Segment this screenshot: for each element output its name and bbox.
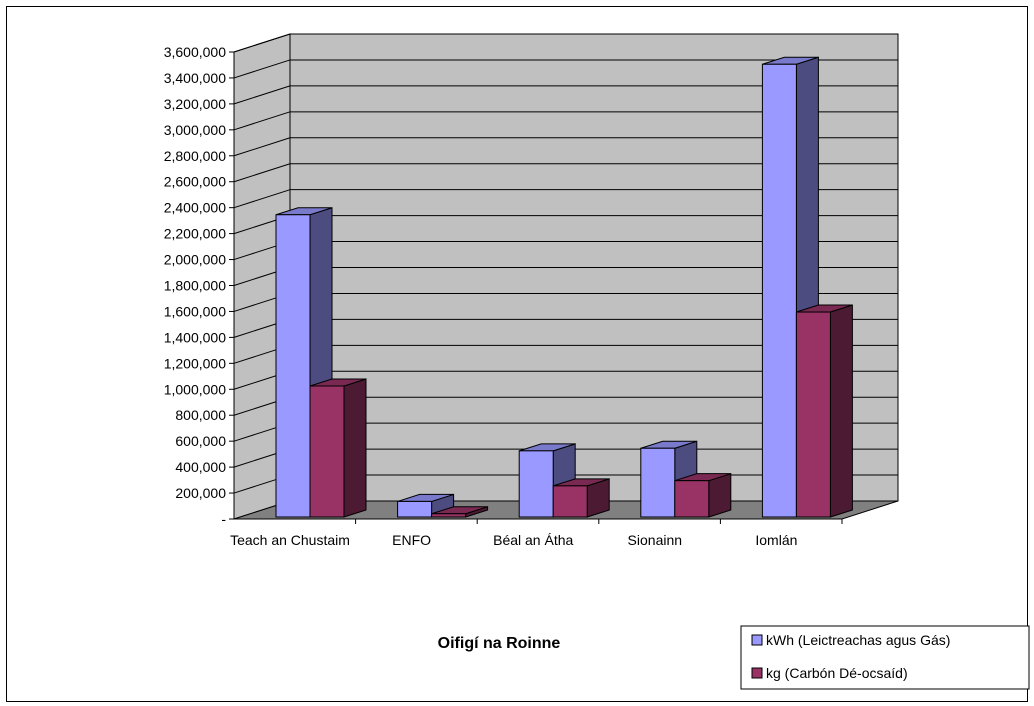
y-tick-label: 2,600,000 (164, 174, 226, 190)
y-tick-label: 2,800,000 (164, 148, 226, 164)
y-tick-label: 3,200,000 (164, 96, 226, 112)
bar-kg-1 (431, 506, 489, 518)
bar-front (795, 311, 831, 518)
bar-front (275, 214, 311, 518)
y-tick-label: 1,800,000 (164, 278, 226, 294)
x-category-label: Iomlán (755, 532, 797, 548)
bar-front (761, 63, 797, 518)
gridline (233, 85, 291, 105)
bar-kwh-1 (397, 493, 455, 518)
gridline (233, 137, 291, 157)
y-tick-label: 3,000,000 (164, 122, 226, 138)
y-tick-label: 3,400,000 (164, 70, 226, 86)
legend-box (740, 625, 1030, 690)
bar-front (397, 500, 433, 518)
x-category-label: Béal an Átha (493, 532, 573, 548)
bar-side (829, 304, 853, 518)
gridline (233, 59, 291, 79)
y-tick-label: 2,000,000 (164, 252, 226, 268)
y-tick-label: 1,000,000 (164, 381, 226, 397)
x-axis-categories: Teach an Chustaim ENFO Béal an Átha Sionain… (230, 519, 843, 548)
y-tick-label: 200,000 (175, 485, 226, 501)
y-tick-label: 600,000 (175, 433, 226, 449)
y-tick-label: 2,400,000 (164, 200, 226, 216)
x-category-label: ENFO (392, 532, 431, 548)
bar-front (431, 513, 467, 518)
y-tick-label: 1,600,000 (164, 303, 226, 319)
bar-front (674, 480, 710, 518)
legend-swatch-kg (751, 667, 763, 679)
y-tick-label: 1,200,000 (164, 355, 226, 371)
y-tick-label: 400,000 (175, 459, 226, 475)
bars (275, 56, 853, 518)
legend: kWh (Leictreachas agus Gás) kg (Carbón D… (740, 625, 1030, 690)
bar-front (309, 385, 345, 518)
bar-side (343, 378, 367, 518)
gridline (233, 33, 291, 53)
legend-label-kg: kg (Carbón Dé-ocsaíd) (766, 665, 908, 681)
bar-kg-0 (309, 378, 367, 518)
y-tick-label: 2,200,000 (164, 226, 226, 242)
legend-swatch-kwh (751, 634, 763, 646)
legend-label-kwh: kWh (Leictreachas agus Gás) (766, 632, 950, 648)
bar-side (708, 472, 732, 518)
gridline (233, 111, 291, 131)
x-category-label: Teach an Chustaim (230, 532, 350, 548)
bar-kg-4 (795, 304, 853, 518)
bar-kg-3 (674, 472, 732, 518)
y-tick-label: 800,000 (175, 407, 226, 423)
y-axis-ticks: - 200,000 400,000 600,000 800,000 1,000,000 1,… (164, 44, 234, 527)
bar-kg-2 (552, 478, 610, 518)
x-axis-title: Oifigí na Roinne (438, 635, 561, 652)
x-category-label: Sionainn (628, 532, 683, 548)
bar-front (552, 485, 588, 518)
y-tick-label: 3,600,000 (164, 44, 226, 60)
gridline (233, 189, 291, 209)
y-tick-label: 1,400,000 (164, 329, 226, 345)
gridline (233, 163, 291, 183)
bar-front (640, 447, 676, 518)
bar-front (518, 450, 554, 518)
y-tick-label: - (221, 511, 226, 527)
